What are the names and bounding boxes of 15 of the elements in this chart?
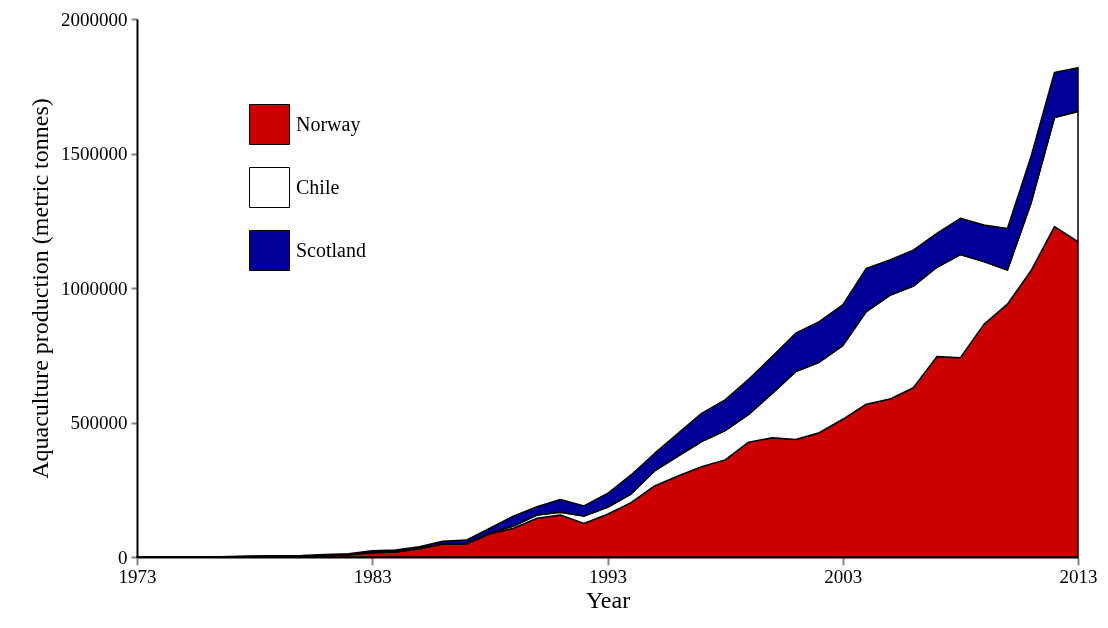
legend-label: Chile — [296, 175, 340, 198]
y-axis-title: Aquaculture production (metric tonnes) — [27, 98, 53, 479]
y-tick-label: 500000 — [70, 412, 128, 433]
legend-label: Scotland — [296, 238, 366, 261]
x-tick-label: 2003 — [824, 565, 863, 587]
y-tick-label: 2000000 — [61, 8, 128, 30]
x-axis-title: Year — [585, 586, 631, 613]
legend-label: Norway — [296, 112, 361, 136]
y-tick-label: 1500000 — [61, 143, 128, 164]
y-tick-label: 0 — [118, 546, 128, 568]
x-tick-label: 1983 — [353, 565, 392, 587]
y-tick-label: 1000000 — [61, 277, 128, 299]
x-tick-label: 1993 — [589, 565, 627, 587]
x-tick-label: 1973 — [118, 565, 157, 587]
x-tick-label: 2013 — [1059, 565, 1098, 587]
